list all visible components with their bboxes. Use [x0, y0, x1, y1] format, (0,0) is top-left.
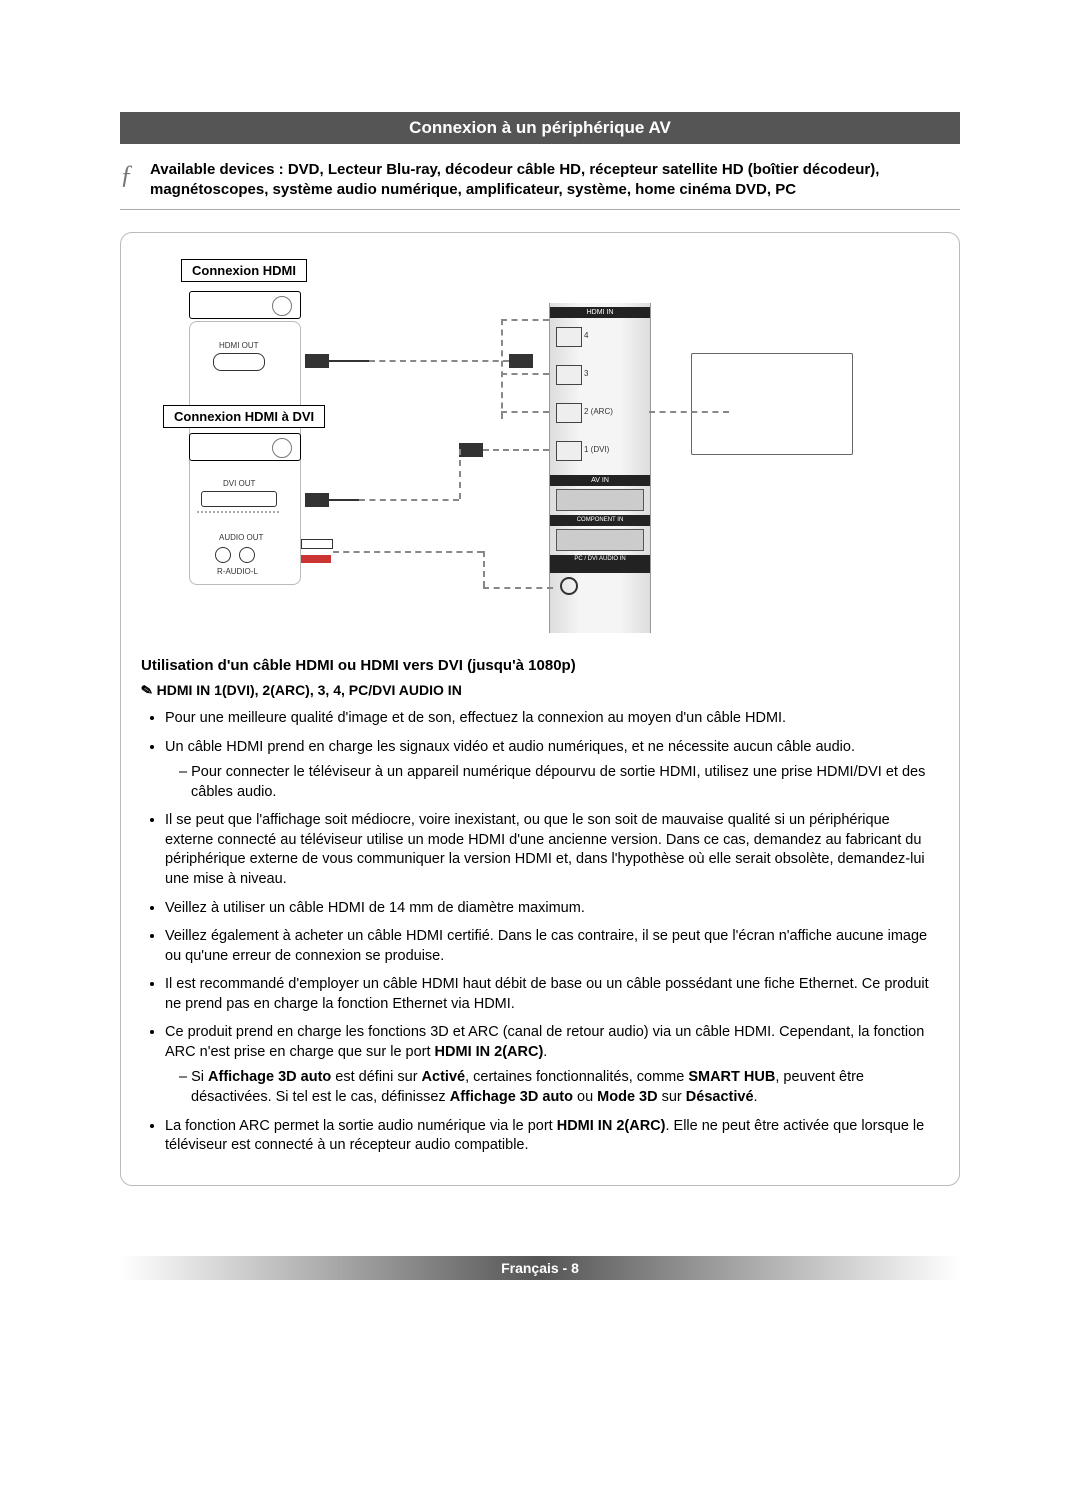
- device-bluray-2: [189, 433, 301, 461]
- bullet-item: Veillez à utiliser un câble HDMI de 14 m…: [165, 899, 939, 919]
- wire-a1: [329, 360, 369, 362]
- wire-d1: [329, 499, 359, 501]
- conn-d2: [459, 443, 483, 457]
- wire-av: [501, 319, 503, 419]
- audio-port-l: [215, 547, 231, 563]
- hdmi-port-2: [556, 403, 582, 423]
- hdmi-port-3: [556, 365, 582, 385]
- port-4-tag: 4: [584, 331, 588, 340]
- intro-row: ƒ Available devices : DVD, Lecteur Blu-r…: [120, 160, 960, 210]
- conn-audio-w: [301, 539, 333, 549]
- audio-out-label: AUDIO OUT: [219, 533, 263, 542]
- wire-dv: [459, 449, 461, 499]
- bullet-item: Ce produit prend en charge les fonctions…: [165, 1023, 939, 1107]
- bullet-item: Veillez également à acheter un câble HDM…: [165, 927, 939, 966]
- wire-a-to-3: [501, 373, 549, 375]
- intro-text: Available devices : DVD, Lecteur Blu-ray…: [150, 160, 960, 199]
- bullet-item: Un câble HDMI prend en charge les signau…: [165, 738, 939, 803]
- hdmi-port-4: [556, 327, 582, 347]
- wire-audio-v: [483, 551, 485, 587]
- tv-port-panel: HDMI IN 4 3 2 (ARC) 1 (DVI) AV IN COMPON…: [549, 303, 651, 633]
- label-hdmi: Connexion HDMI: [181, 259, 307, 282]
- connection-diagram: Connexion HDMI HDMI OUT Connexion HDMI à…: [141, 253, 939, 633]
- note-text: HDMI IN 1(DVI), 2(ARC), 3, 4, PC/DVI AUD…: [157, 682, 462, 698]
- subsection-title: Utilisation d'un câble HDMI ou HDMI vers…: [141, 657, 939, 674]
- conn-a2: [509, 354, 533, 368]
- label-dvi: Connexion HDMI à DVI: [163, 405, 325, 428]
- bullet-item: Il est recommandé d'employer un câble HD…: [165, 975, 939, 1014]
- conn-audio-r: [301, 555, 331, 563]
- port-3-tag: 3: [584, 369, 588, 378]
- port-2-tag: 2 (ARC): [584, 407, 613, 416]
- diagram-container: Connexion HDMI HDMI OUT Connexion HDMI à…: [120, 232, 960, 1186]
- footer-page: 8: [571, 1260, 579, 1276]
- tv-monitor: [691, 353, 853, 455]
- wire-a-to-4: [501, 319, 549, 321]
- wire-d2: [359, 499, 459, 501]
- hdmi-out-label: HDMI OUT: [219, 341, 259, 350]
- sub-bullet: Si Affichage 3D auto est défini sur Acti…: [179, 1068, 939, 1107]
- bullet-list: Pour une meilleure qualité d'image et de…: [165, 709, 939, 1156]
- pcdvi-strip: PC / DVI AUDIO IN: [550, 555, 650, 573]
- note-line: ✎ HDMI IN 1(DVI), 2(ARC), 3, 4, PC/DVI A…: [141, 682, 939, 699]
- r-audio-l: R-AUDIO-L: [217, 567, 258, 576]
- hdmi-port-1: [556, 441, 582, 461]
- component-strip: COMPONENT IN: [550, 515, 650, 526]
- page-footer: Français - 8: [120, 1256, 960, 1280]
- port-1-tag: 1 (DVI): [584, 445, 609, 454]
- wire-arc-mon: [649, 411, 729, 413]
- wire-d3: [483, 449, 549, 451]
- wire-audio: [333, 551, 483, 553]
- wire-audio-2: [483, 587, 553, 589]
- footer-lang: Français: [501, 1260, 559, 1276]
- dotted-sep: [197, 511, 279, 513]
- conn-d1: [305, 493, 329, 507]
- note-icon: ✎: [140, 681, 155, 700]
- dvi-out-label: DVI OUT: [223, 479, 255, 488]
- component-row: [556, 529, 644, 551]
- pcdvi-jack: [560, 577, 578, 595]
- av-in-strip: AV IN: [550, 475, 650, 486]
- hdmi-out-port: [213, 353, 265, 371]
- bullet-item: Pour une meilleure qualité d'image et de…: [165, 709, 939, 729]
- bullet-item: La fonction ARC permet la sortie audio n…: [165, 1117, 939, 1156]
- bullet-item: Il se peut que l'affichage soit médiocre…: [165, 811, 939, 889]
- section-title: Connexion à un périphérique AV: [120, 112, 960, 144]
- device-bluray-1: [189, 291, 301, 319]
- wire-a2: [369, 360, 509, 362]
- intro-mark: ƒ: [120, 160, 150, 199]
- wire-a-to-2: [501, 411, 549, 413]
- av-row: [556, 489, 644, 511]
- conn-a1: [305, 354, 329, 368]
- hdmi-in-strip: HDMI IN: [550, 307, 650, 318]
- audio-port-r: [239, 547, 255, 563]
- sub-bullet: Pour connecter le téléviseur à un appare…: [179, 763, 939, 802]
- dvi-out-port: [201, 491, 277, 507]
